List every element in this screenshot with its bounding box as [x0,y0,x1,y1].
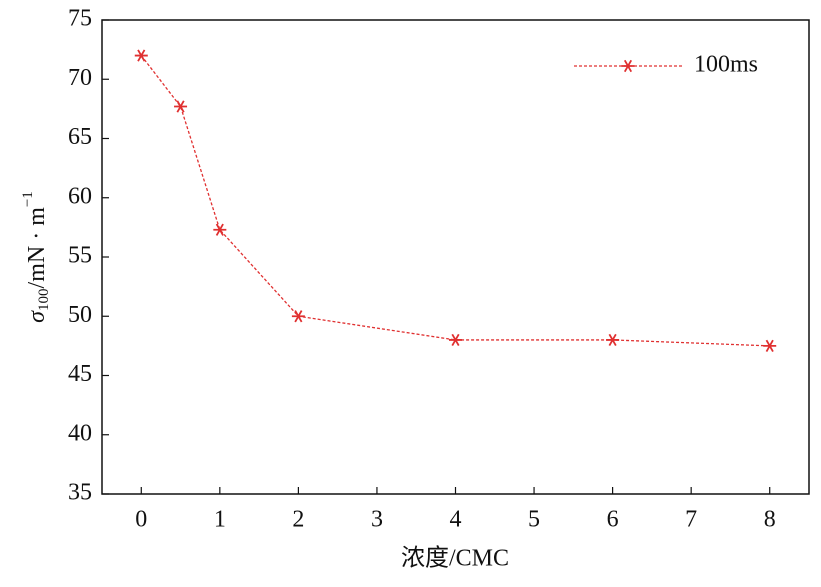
line [140,55,770,347]
x-tick-label: 7 [685,507,697,533]
y-tick-label: 40 [68,420,92,446]
y-tick-label: 70 [68,65,92,91]
y-tick-label: 45 [68,361,92,387]
x-tick-label: 6 [607,507,619,533]
y-tick-label: 35 [68,480,92,506]
plot-frame [101,19,810,495]
x-tick-label: 3 [371,507,383,533]
star-marker [763,339,777,352]
x-tick-label: 0 [135,507,147,533]
y-tick-label: 65 [68,124,92,150]
y-axis-label: σ100/mN · m−1 [20,191,52,323]
x-tick-label: 8 [764,507,776,533]
y-tick-label: 50 [68,302,92,328]
y-label-sup: −1 [20,191,36,207]
x-tick-label: 5 [528,507,540,533]
star-marker [606,333,620,347]
x-tick-label: 1 [214,507,226,533]
x-tick-label: 4 [450,507,462,533]
x-tick-label: 2 [292,507,304,533]
y-label-sub: 100 [36,288,52,311]
star-marker [291,310,305,323]
star-marker [213,223,227,236]
star-marker [449,333,462,347]
y-tick-label: 60 [68,183,92,209]
y-label-symbol: σ [24,310,50,323]
x-axis-label: 浓度/CMC [401,545,509,572]
y-tick-label: 75 [68,6,92,32]
legend-marker [621,59,635,73]
legend-label: 100ms [694,52,758,78]
star-marker [134,49,148,62]
y-tick-label: 55 [68,243,92,269]
star-marker [174,100,188,113]
y-label-unit: /mN · m [24,207,50,289]
